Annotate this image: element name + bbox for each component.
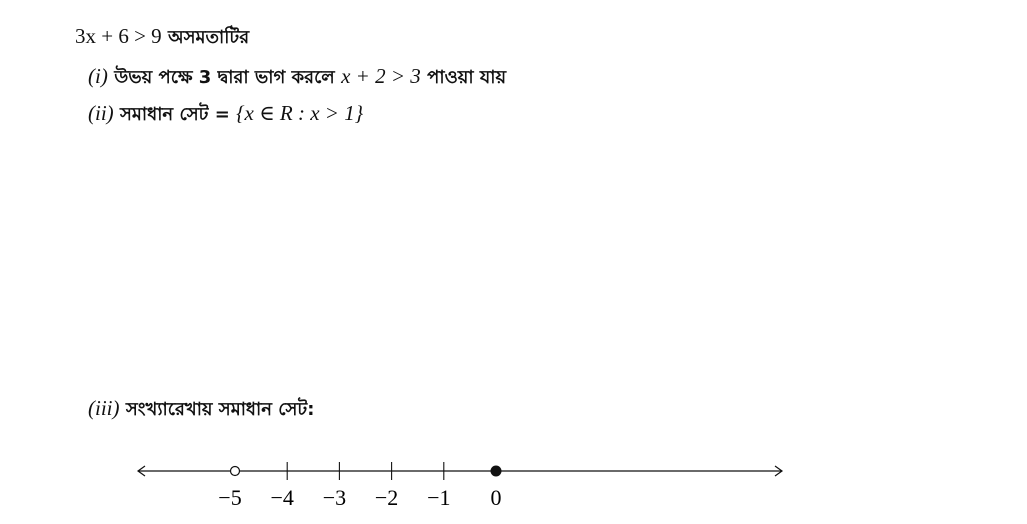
tick-label: −4 (270, 485, 293, 510)
tick-label: −3 (323, 485, 346, 510)
tick-label: −5 (218, 485, 241, 510)
item-text: সমাধান সেট = (120, 104, 230, 125)
left-arrow-icon (136, 465, 146, 477)
item-text: সংখ্যারেখায় সমাধান সেট: (125, 399, 315, 420)
item-text-after: পাওয়া যায় (427, 67, 507, 88)
tick-label: −2 (375, 485, 398, 510)
tick-label: 0 (491, 485, 502, 510)
item-label: (i) (88, 64, 108, 88)
item-math: x + 2 > 3 (341, 64, 421, 88)
closed-point (490, 465, 502, 477)
open-point (229, 465, 241, 477)
item-label: (ii) (88, 101, 114, 125)
right-arrow-icon (774, 465, 784, 477)
item-text: উভয় পক্ষে 3 দ্বারা ভাগ করলে (114, 67, 335, 88)
item-math: {x ∈ R : x > 1} (236, 101, 364, 125)
intro-line: 3x + 6 > 9 অসমতাটির (75, 24, 249, 50)
tick-label: −1 (427, 485, 450, 510)
intro-text: অসমতাটির (168, 27, 250, 48)
item-label: (iii) (88, 396, 120, 420)
item-ii: (ii) সমাধান সেট = {x ∈ R : x > 1} (88, 101, 363, 127)
intro-math: 3x + 6 > 9 (75, 24, 162, 48)
item-i: (i) উভয় পক্ষে 3 দ্বারা ভাগ করলে x + 2 >… (88, 64, 506, 90)
item-iii: (iii) সংখ্যারেখায় সমাধান সেট: (88, 396, 314, 422)
